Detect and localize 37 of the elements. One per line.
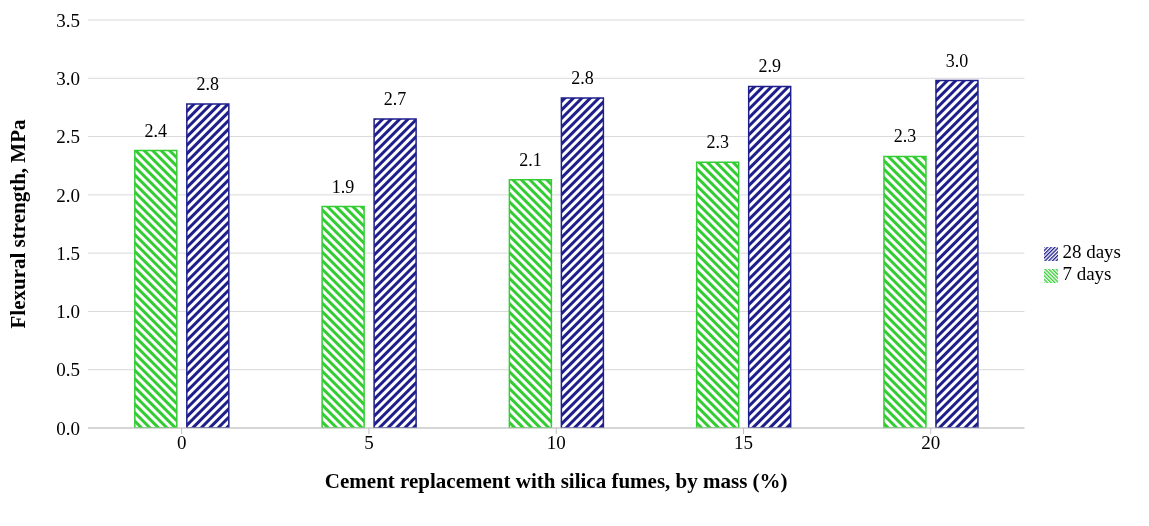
legend-label: 7 days xyxy=(1062,263,1112,284)
data-label: 2.3 xyxy=(893,126,917,147)
data-label: 1.9 xyxy=(331,176,355,197)
y-tick-label: 1.0 xyxy=(56,301,80,323)
data-label: 2.7 xyxy=(383,89,407,110)
data-label: 3.0 xyxy=(945,50,969,71)
data-label: 2.8 xyxy=(571,68,594,89)
y-tick-label: 2.0 xyxy=(56,184,80,206)
data-label: 2.8 xyxy=(196,73,220,94)
data-label: 2.1 xyxy=(519,149,542,170)
y-axis-title: Flexural strength, MPa xyxy=(6,119,31,329)
data-label: 2.3 xyxy=(706,132,729,153)
x-tick-label: 5 xyxy=(364,432,374,454)
y-tick-label: 1.5 xyxy=(56,242,80,264)
bar xyxy=(883,155,927,428)
x-tick-label: 10 xyxy=(546,432,566,454)
bar xyxy=(186,103,230,428)
x-tick-label: 20 xyxy=(921,432,941,454)
y-tick-label: 0.5 xyxy=(56,359,80,381)
bar xyxy=(935,79,979,428)
x-tick-label: 15 xyxy=(734,432,753,454)
y-tick-label: 3.5 xyxy=(56,9,80,31)
data-label: 2.9 xyxy=(758,56,781,77)
bar xyxy=(695,161,740,428)
bar xyxy=(373,118,417,428)
bar xyxy=(560,97,605,428)
bar xyxy=(747,85,792,428)
y-tick-label: 0.0 xyxy=(56,417,80,439)
bar xyxy=(321,205,365,428)
x-tick-label: 0 xyxy=(176,432,187,454)
legend-label: 28 days xyxy=(1062,241,1121,262)
y-tick-label: 3.0 xyxy=(56,68,80,90)
bar xyxy=(508,178,553,428)
bar xyxy=(134,149,178,428)
y-tick-label: 2.5 xyxy=(56,126,80,148)
x-axis-title: Cement replacement with silica fumes, by mass (%) xyxy=(324,469,788,493)
data-label: 2.4 xyxy=(144,120,168,141)
